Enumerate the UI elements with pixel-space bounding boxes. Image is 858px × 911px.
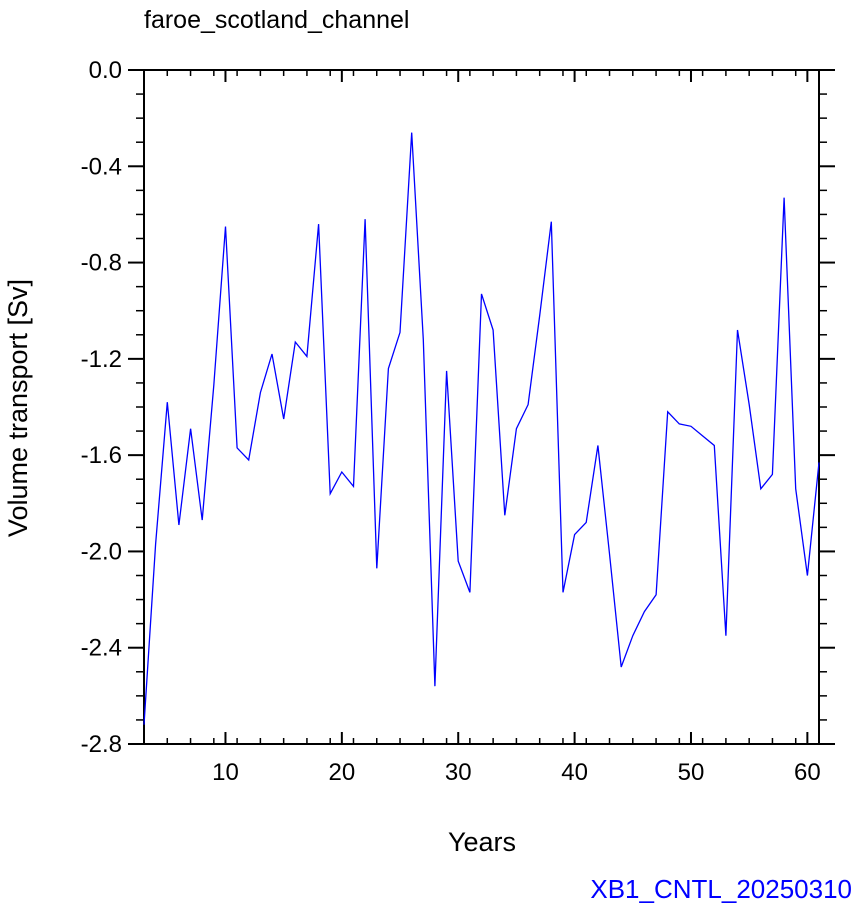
run-id-label: XB1_CNTL_20250310 xyxy=(590,874,852,904)
x-tick-label: 50 xyxy=(678,759,705,786)
x-tick-label: 20 xyxy=(328,759,355,786)
y-tick-label: -1.6 xyxy=(81,442,122,469)
y-tick-label: -1.2 xyxy=(81,346,122,373)
chart-title: faroe_scotland_channel xyxy=(144,6,409,34)
series-line xyxy=(143,132,820,725)
y-tick-label: -2.4 xyxy=(81,635,122,662)
x-tick-label: 60 xyxy=(794,759,821,786)
y-tick-label: -2.0 xyxy=(81,538,122,565)
y-tick-label: -0.4 xyxy=(81,153,122,180)
y-tick-label: -2.8 xyxy=(81,731,122,758)
x-tick-label: 40 xyxy=(561,759,588,786)
plot-frame xyxy=(143,69,820,745)
y-tick-label: -0.8 xyxy=(81,250,122,277)
x-tick-label: 10 xyxy=(212,759,239,786)
x-axis-label: Years xyxy=(448,827,516,857)
y-axis-label: Volume transport [Sv] xyxy=(3,279,33,537)
x-tick-label: 30 xyxy=(445,759,472,786)
y-tick-label: 0.0 xyxy=(89,57,122,84)
